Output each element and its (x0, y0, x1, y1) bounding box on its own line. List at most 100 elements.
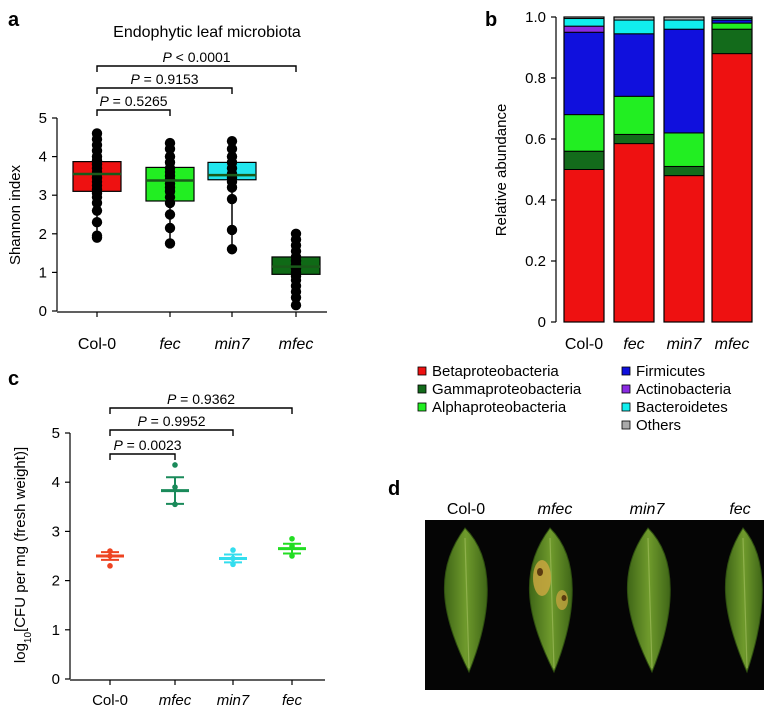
panel-a-box-plot: Endophytic leaf microbiota Shannon index… (7, 24, 327, 353)
panel-c-point (107, 553, 113, 559)
panel-a-point (164, 137, 176, 149)
leaf-label: mfec (538, 501, 573, 518)
panel-c-ylabel-sub: 10 (23, 632, 34, 644)
panel-b-bar-segment-bact (613, 19, 655, 35)
leaf-label: min7 (630, 501, 666, 518)
leaf-midrib (549, 537, 555, 669)
panel-b-y-tick-label: 0.8 (525, 70, 546, 87)
panel-c-x-tick-label: min7 (217, 692, 250, 709)
legend-swatch-firm (621, 366, 631, 376)
panel-a-point (290, 300, 302, 311)
panel-letter-b: b (485, 9, 497, 31)
panel-c-point (289, 543, 295, 549)
panel-letter-a: a (8, 9, 20, 31)
panel-a-point (226, 135, 238, 147)
panel-c-ylabel: log10[CFU per mg (fresh weight)] (12, 447, 34, 663)
panel-a-significance-bracket (96, 109, 171, 116)
panel-b-bar-segment-firm (663, 28, 705, 134)
panel-a-point (164, 151, 176, 162)
panel-b-bar-outline (711, 16, 753, 323)
panel-b-bar-segment-beta (663, 175, 705, 323)
panel-a-y-tick-label: 3 (39, 187, 47, 204)
panel-letter-d: d (388, 478, 400, 500)
panel-b-bar-segment-gamma (663, 165, 705, 177)
panel-a-y-tick-label: 2 (39, 226, 47, 243)
panel-a-y-tick-label: 1 (39, 264, 47, 281)
legend-swatch-gamma (417, 384, 427, 394)
panel-c-significance-bracket (109, 407, 293, 414)
panel-a-x-tick-label: mfec (279, 336, 314, 353)
panel-d-leaf-photo: Col-0 mfec min7 fec (425, 501, 764, 690)
panel-c-point (107, 563, 113, 569)
panel-a-point (91, 205, 103, 216)
panel-b-bar-segment-bact (663, 19, 705, 30)
panel-b-y-tick-label: 0.2 (525, 253, 546, 270)
panel-b-bar-segment-alpha (613, 95, 655, 135)
panel-c-point (172, 462, 178, 468)
legend-label-alpha: Alphaproteobacteria (432, 399, 567, 416)
panel-b-bar-segment-firm (613, 33, 655, 97)
panel-a-point (226, 244, 238, 255)
panel-c-dot-plot: log10[CFU per mg (fresh weight)] 0 1 2 3 4 5 C… (12, 391, 325, 709)
panel-a-x-tick-label: Col-0 (78, 336, 116, 353)
panel-a-ylabel: Shannon index (7, 164, 24, 265)
panel-b-bar-segment-alpha (711, 22, 753, 30)
panel-b-x-tick-label: min7 (667, 336, 703, 353)
panel-c-point (107, 548, 113, 554)
panel-c-ylabel-log: log (12, 643, 29, 663)
panel-a-significance-bracket (96, 87, 233, 94)
legend-label-gamma: Gammaproteobacteria (432, 381, 582, 398)
panel-a-point (164, 238, 176, 249)
panel-c-point (289, 553, 295, 559)
legend-swatch-others (621, 420, 631, 430)
panel-a-point (226, 224, 238, 236)
panel-c-point (172, 484, 178, 490)
panel-b-bar-segment-alpha (663, 132, 705, 167)
panel-a-point (226, 151, 238, 162)
panel-b-y-tick-label: 0.6 (525, 131, 546, 148)
panel-c-x-tick-label: mfec (159, 692, 192, 709)
leaf-chlorosis (533, 560, 551, 596)
panel-a-x-tick-label: fec (159, 336, 180, 353)
panel-a-p-value: P = 0.9153 (130, 71, 198, 87)
panel-b-stacked-bar: Relative abundance 0 0.2 0.4 0.6 0.8 1.0 Col-0… (417, 9, 753, 434)
legend-swatch-alpha (417, 402, 427, 412)
leaf-midrib (464, 537, 470, 669)
panel-c-significance-bracket (109, 429, 234, 436)
legend-swatch-actino (621, 384, 631, 394)
panel-c-point (289, 535, 295, 542)
panel-c-y-tick-label: 1 (52, 622, 60, 639)
panel-c-point (230, 555, 236, 562)
panel-b-bar-segment-beta (711, 53, 753, 323)
panel-b-bar-segment-alpha (563, 114, 605, 152)
panel-a-y-tick-label: 5 (39, 110, 47, 127)
panel-a-point (164, 209, 176, 220)
panel-b-x-tick-label: mfec (715, 336, 750, 353)
panel-a-p-value: P < 0.0001 (162, 49, 230, 65)
leaf-0 (443, 527, 488, 674)
panel-a-title: Endophytic leaf microbiota (113, 24, 301, 41)
leaf-label: Col-0 (447, 501, 485, 518)
panel-c-p-value: P = 0.9362 (167, 391, 235, 407)
panel-a-point (164, 222, 176, 234)
legend-swatch-beta (417, 366, 427, 376)
panel-b-bar-outline (563, 16, 605, 323)
legend-label-bact: Bacteroidetes (636, 399, 728, 416)
legend-swatch-bact (621, 402, 631, 412)
panel-c-point (230, 547, 236, 553)
legend-label-firm: Firmicutes (636, 363, 705, 380)
panel-c-y-tick-label: 3 (52, 523, 60, 540)
panel-a-point (91, 217, 103, 228)
leaf-lesion (537, 568, 543, 576)
panel-b-bar-segment-beta (563, 169, 605, 323)
panel-c-y-tick-label: 4 (52, 474, 60, 491)
panel-c-p-value: P = 0.0023 (113, 437, 181, 453)
panel-a-x-tick-label: min7 (215, 336, 251, 353)
legend-label-others: Others (636, 417, 681, 434)
panel-b-bar-segment-firm (563, 31, 605, 116)
panel-c-y-tick-label: 0 (52, 671, 60, 688)
panel-a-point (226, 143, 238, 155)
panel-a-p-value: P = 0.5265 (99, 93, 167, 109)
panel-b-bar-segment-bact (563, 18, 605, 27)
panel-b-x-tick-label: fec (623, 336, 644, 353)
